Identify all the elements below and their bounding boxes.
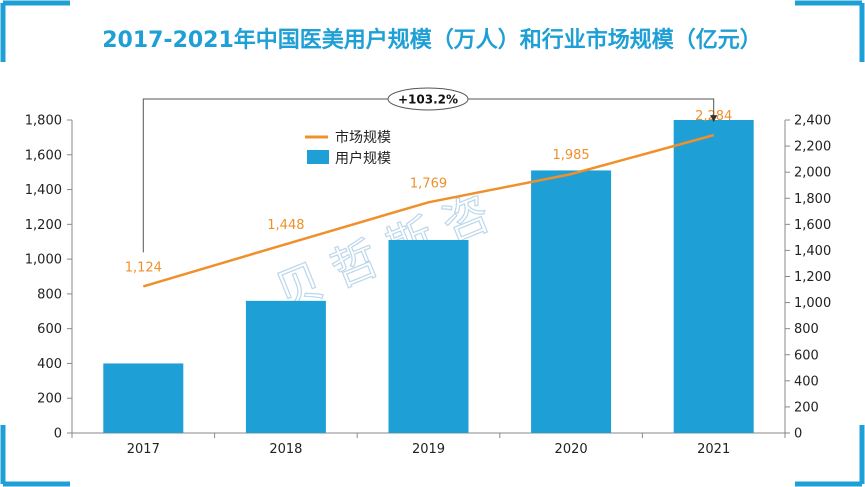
line-market-size (142, 133, 715, 288)
x-tick-label: 2020 (555, 442, 588, 457)
y-right-tick-label: 2,200 (794, 140, 831, 155)
growth-badge (387, 87, 469, 111)
data-label-market: 1,124 (125, 260, 162, 275)
y-right-tick-label: 1,000 (794, 296, 831, 311)
data-label-market: 1,769 (410, 176, 447, 191)
y-right-tick-label: 1,800 (794, 192, 831, 207)
y-right-tick-label: 200 (794, 400, 819, 415)
y-right-tick-label: 1,600 (794, 218, 831, 233)
y-left-tick-label: 200 (37, 392, 62, 407)
bar-users (388, 239, 469, 433)
legend-bar-swatch (307, 150, 329, 164)
y-right-tick-label: 400 (794, 374, 819, 389)
y-right-tick-label: 2,400 (794, 114, 831, 129)
corner-accent-top-right (795, 0, 865, 62)
growth-arrowhead (710, 115, 718, 123)
y-right-tick-label: 1,200 (794, 270, 831, 285)
bar-users (531, 170, 612, 433)
x-tick-label: 2019 (412, 442, 445, 457)
data-label-market: 1,448 (267, 218, 304, 233)
bars-layer (103, 120, 754, 433)
y-right-tick-label: 600 (794, 348, 819, 363)
y-left-tick-label: 800 (37, 287, 62, 302)
y-left-tick-label: 1,600 (25, 148, 62, 163)
y-left-tick-label: 1,400 (25, 183, 62, 198)
y-left-tick-label: 1,800 (25, 114, 62, 129)
y-left-tick-label: 400 (37, 357, 62, 372)
chart-title: 2017-2021年中国医美用户规模（万人）和行业市场规模（亿元） (102, 27, 762, 53)
y-left-tick-label: 600 (37, 322, 62, 337)
y-right-tick-label: 2,000 (794, 166, 831, 181)
bar-users (673, 120, 754, 433)
annotation-layer: +103.2% (142, 87, 718, 253)
y-right-tick-label: 1,400 (794, 244, 831, 259)
y-right-tick-label: 800 (794, 322, 819, 337)
legend: 市场规模 用户规模 (305, 129, 391, 167)
y-right-tick-label: 0 (794, 427, 802, 442)
corner-accent-bottom-right (795, 425, 865, 487)
data-label-market: 1,985 (552, 148, 589, 163)
x-tick-label: 2018 (269, 442, 302, 457)
y-left-tick-label: 0 (54, 427, 62, 442)
y-left-tick-label: 1,000 (25, 253, 62, 268)
x-tick-label: 2021 (697, 442, 730, 457)
bar-users (103, 363, 184, 433)
legend-label-market: 市场规模 (335, 129, 391, 146)
growth-label: +103.2% (398, 93, 458, 107)
bar-users (245, 300, 326, 433)
corner-accent-bottom-left (0, 425, 70, 487)
x-tick-label: 2017 (127, 442, 160, 457)
y-left-tick-label: 1,200 (25, 218, 62, 233)
corner-accent-top-left (0, 0, 70, 62)
legend-label-users: 用户规模 (335, 150, 391, 167)
